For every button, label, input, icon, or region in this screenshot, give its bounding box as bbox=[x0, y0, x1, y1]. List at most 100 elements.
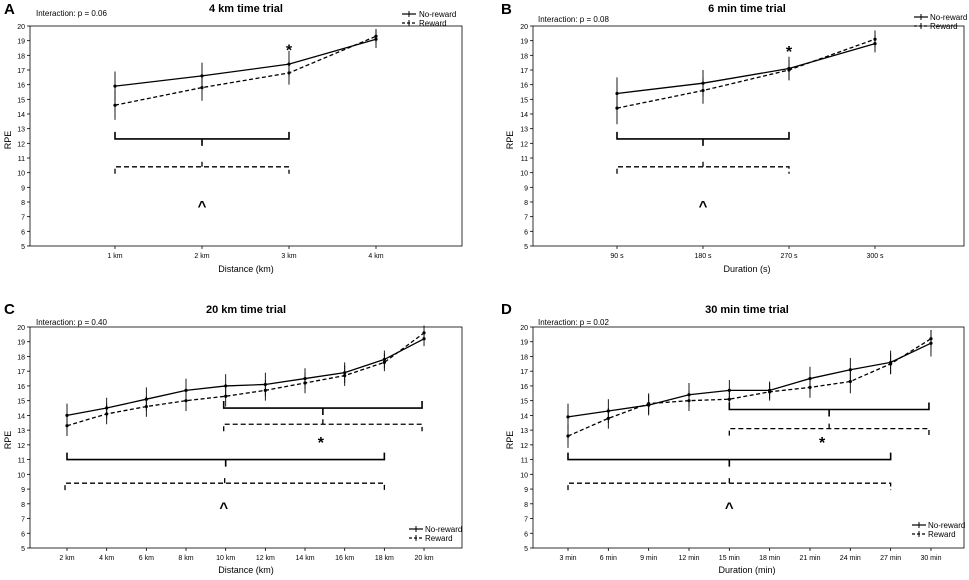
series-line-reward bbox=[114, 35, 377, 106]
data-point-no-reward bbox=[113, 84, 117, 88]
panel-c-legend: No-reward Reward bbox=[409, 525, 462, 543]
data-point-reward bbox=[144, 404, 148, 409]
x-tick-label: 27 min bbox=[880, 555, 901, 562]
x-tick-label: 12 min bbox=[678, 555, 699, 562]
legend-label-reward: Reward bbox=[930, 22, 958, 31]
panel-d: D 30 min time trial Interaction: p = 0.0… bbox=[501, 301, 965, 575]
y-tick-label: 19 bbox=[17, 39, 25, 46]
panel-a: A 4 km time trial Interaction: p = 0.06 … bbox=[3, 1, 463, 274]
x-tick-label: 12 km bbox=[256, 555, 275, 562]
panel-b-ylabel: RPE bbox=[505, 131, 515, 150]
plot-frame bbox=[532, 25, 965, 247]
y-tick-label: 11 bbox=[18, 156, 25, 163]
data-point-reward bbox=[105, 412, 109, 416]
panel-b-title: 6 min time trial bbox=[708, 3, 786, 15]
y-tick-label: 13 bbox=[520, 127, 528, 134]
series-line-reward bbox=[616, 38, 876, 109]
y-tick-label: 12 bbox=[520, 443, 528, 450]
legend-label-reward: Reward bbox=[928, 530, 956, 539]
legend-label-no-reward: No-reward bbox=[928, 521, 965, 530]
legend-label-no-reward: No-reward bbox=[930, 13, 967, 22]
data-point-reward bbox=[647, 402, 651, 406]
panel-c-ylabel: RPE bbox=[3, 431, 13, 450]
significance-asterisk: * bbox=[819, 435, 826, 452]
bracket-solid bbox=[616, 131, 790, 146]
y-tick-label: 17 bbox=[520, 68, 528, 75]
bracket-solid bbox=[114, 131, 290, 146]
data-point-reward bbox=[224, 394, 228, 398]
significance-caret: ^ bbox=[725, 500, 734, 517]
panel-c-xlabel: Distance (km) bbox=[218, 565, 274, 575]
y-tick-label: 18 bbox=[17, 354, 25, 361]
x-tick-label: 6 km bbox=[139, 555, 154, 562]
legend-item-no-reward: No-reward bbox=[912, 521, 965, 530]
bracket-solid bbox=[728, 402, 930, 417]
panel-d-legend: No-reward Reward bbox=[912, 521, 965, 539]
y-tick-label: 10 bbox=[17, 472, 25, 479]
bracket-solid bbox=[222, 401, 423, 416]
significance-asterisk: * bbox=[286, 42, 293, 59]
y-tick-label: 16 bbox=[520, 384, 528, 391]
series-line-reward bbox=[567, 338, 932, 437]
significance-caret: ^ bbox=[699, 198, 708, 215]
y-tick-label: 12 bbox=[520, 141, 528, 148]
data-point-reward bbox=[808, 385, 812, 390]
y-tick-label: 7 bbox=[21, 215, 25, 222]
y-tick-label: 17 bbox=[17, 369, 25, 376]
data-point-reward bbox=[873, 37, 877, 41]
y-tick-label: 6 bbox=[524, 531, 528, 538]
x-tick-label: 10 km bbox=[216, 555, 235, 562]
panel-a-legend: No-reward Reward bbox=[402, 10, 456, 28]
legend-item-reward: Reward bbox=[409, 534, 453, 543]
panel-c: C 20 km time trial Interaction: p = 0.40… bbox=[3, 301, 463, 575]
data-point-reward bbox=[929, 337, 933, 341]
x-tick-label: 8 km bbox=[178, 555, 193, 562]
y-tick-label: 12 bbox=[17, 443, 25, 450]
panel-c-label: C bbox=[4, 301, 15, 318]
data-point-reward bbox=[615, 106, 619, 110]
panel-a-label: A bbox=[4, 1, 15, 18]
data-point-reward bbox=[303, 381, 307, 385]
y-tick-label: 15 bbox=[17, 97, 25, 104]
y-tick-label: 9 bbox=[21, 487, 25, 494]
x-tick-label: 180 s bbox=[694, 253, 712, 260]
y-tick-label: 17 bbox=[17, 68, 25, 75]
data-point-reward bbox=[422, 331, 426, 335]
significance-asterisk: * bbox=[318, 435, 325, 452]
panel-c-title: 20 km time trial bbox=[206, 304, 286, 316]
x-tick-label: 4 km bbox=[368, 253, 383, 260]
legend-item-reward: Reward bbox=[912, 530, 956, 539]
bracket-solid bbox=[66, 452, 386, 467]
series-line-no-reward bbox=[114, 38, 377, 87]
data-point-reward bbox=[200, 86, 204, 90]
x-tick-label: 270 s bbox=[780, 253, 798, 260]
panel-a-plot: 5 6 7 8 9 10 11 12 13 14 15 16 17 18 19 20 1 km 2 km 3 km 4… bbox=[17, 24, 463, 260]
x-tick-label: 15 min bbox=[719, 555, 740, 562]
panel-c-interaction: Interaction: p = 0.40 bbox=[36, 318, 107, 327]
y-tick-label: 14 bbox=[520, 112, 528, 119]
y-tick-label: 11 bbox=[521, 156, 528, 163]
y-tick-label: 6 bbox=[21, 531, 25, 538]
legend-label-reward: Reward bbox=[425, 534, 453, 543]
panel-a-xlabel: Distance (km) bbox=[218, 264, 274, 274]
data-point-reward bbox=[287, 71, 291, 75]
panel-d-xlabel: Duration (min) bbox=[718, 565, 775, 575]
x-tick-label: 18 min bbox=[759, 555, 780, 562]
y-tick-label: 20 bbox=[17, 24, 25, 31]
y-tick-label: 19 bbox=[520, 340, 528, 347]
y-tick-label: 7 bbox=[21, 517, 25, 524]
x-tick-label: 18 km bbox=[375, 555, 394, 562]
y-tick-label: 20 bbox=[520, 24, 528, 31]
significance-asterisk: * bbox=[786, 44, 793, 61]
x-tick-label: 24 min bbox=[840, 555, 861, 562]
data-point-reward bbox=[374, 34, 378, 38]
x-tick-label: 14 km bbox=[295, 555, 314, 562]
y-tick-label: 9 bbox=[524, 185, 528, 192]
x-tick-label: 20 km bbox=[414, 555, 433, 562]
y-tick-label: 15 bbox=[520, 399, 528, 406]
data-point-reward bbox=[606, 416, 610, 420]
plot-frame bbox=[29, 326, 463, 549]
data-point-reward bbox=[768, 390, 772, 394]
data-point-reward bbox=[889, 362, 893, 366]
